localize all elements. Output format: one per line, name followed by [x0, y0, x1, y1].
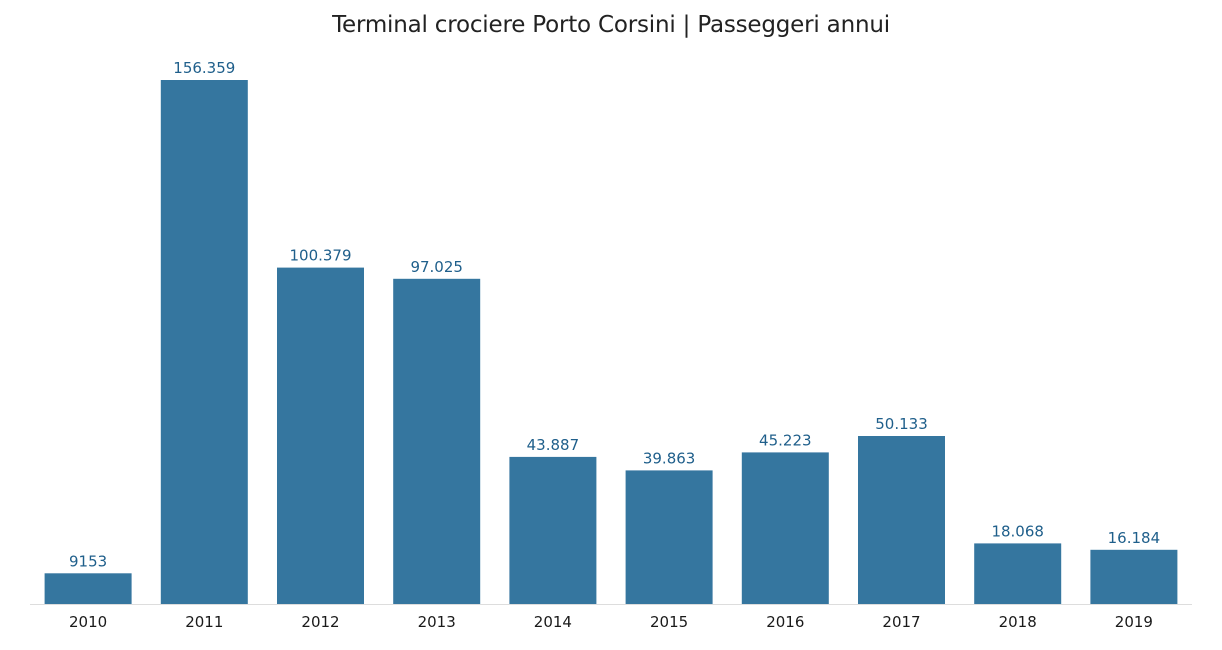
x-tick-label-2013: 2013 — [418, 613, 456, 631]
x-tick-label-2010: 2010 — [69, 613, 107, 631]
x-tick-label-2015: 2015 — [650, 613, 688, 631]
bar-2014 — [509, 456, 597, 604]
bar-2016 — [741, 452, 829, 604]
bar-2013 — [393, 278, 481, 604]
value-label-2017: 50.133 — [875, 415, 928, 433]
chart-title: Terminal crociere Porto Corsini | Passeg… — [332, 12, 890, 38]
x-tick-label-2018: 2018 — [999, 613, 1037, 631]
value-label-2010: 9153 — [69, 552, 107, 570]
value-label-2015: 39.863 — [643, 449, 696, 467]
x-tick-label-2014: 2014 — [534, 613, 572, 631]
bar-2011 — [160, 80, 248, 604]
value-label-2018: 18.068 — [991, 522, 1044, 540]
bar-2015 — [625, 470, 713, 604]
x-tick-label-2011: 2011 — [185, 613, 223, 631]
x-axis: 2010 2011 2012 2013 2014 2015 2016 2017 2018 2019 — [30, 604, 1192, 631]
bar-2019 — [1090, 549, 1178, 604]
x-tick-label-2016: 2016 — [766, 613, 804, 631]
value-label-2014: 43.887 — [527, 436, 580, 454]
bars-layer — [44, 80, 1178, 604]
value-labels-layer: 9153 156.359 100.379 97.025 43.887 39.863 45.2… — [69, 59, 1160, 570]
bar-2018 — [974, 543, 1062, 604]
value-label-2019: 16.184 — [1108, 529, 1161, 547]
x-tick-label-2012: 2012 — [301, 613, 339, 631]
bar-2012 — [277, 267, 364, 604]
bar-2017 — [858, 436, 945, 604]
value-label-2011: 156.359 — [173, 59, 235, 77]
value-label-2013: 97.025 — [410, 258, 463, 276]
bar-2010 — [44, 573, 132, 604]
x-tick-label-2019: 2019 — [1115, 613, 1153, 631]
value-label-2016: 45.223 — [759, 431, 812, 449]
x-tick-label-2017: 2017 — [882, 613, 920, 631]
value-label-2012: 100.379 — [289, 247, 351, 265]
